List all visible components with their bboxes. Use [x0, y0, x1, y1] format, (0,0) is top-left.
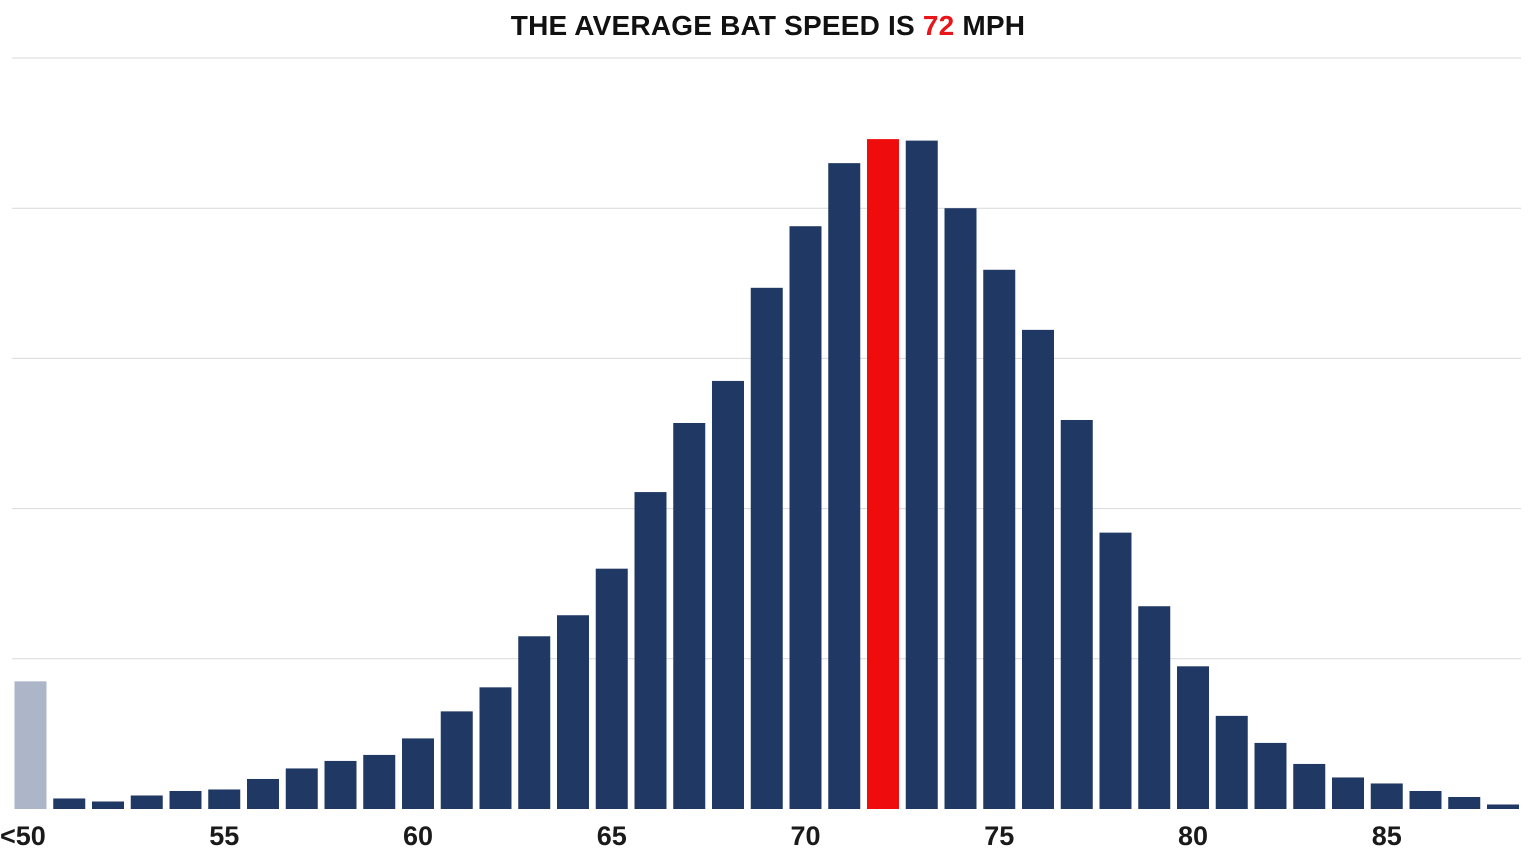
- x-tick-label: 85: [1372, 821, 1402, 851]
- bar-76: [1022, 329, 1054, 809]
- bar-83: [1293, 763, 1326, 809]
- bar-78: [1099, 532, 1132, 809]
- bar-57: [285, 768, 318, 809]
- title-suffix: MPH: [954, 10, 1026, 41]
- x-tick-label: 60: [403, 821, 433, 851]
- x-tick-label: 75: [984, 821, 1014, 851]
- bar-60: [402, 738, 434, 809]
- bar-58: [324, 760, 357, 809]
- bar-63: [518, 636, 551, 809]
- bar-53: [130, 795, 163, 809]
- bar-80: [1177, 666, 1209, 809]
- gridlines: [12, 57, 1521, 660]
- bar-85: [1370, 783, 1403, 809]
- bar-77: [1060, 419, 1093, 809]
- x-tick-labels: <50 55 60 65 70 75 80 85: [0, 821, 1402, 851]
- bar-52: [92, 801, 124, 809]
- bar-81: [1215, 715, 1248, 809]
- bar-62: [479, 687, 512, 809]
- title-highlight: 72: [922, 10, 955, 41]
- bar-86: [1409, 790, 1442, 809]
- bar-61: [440, 711, 473, 809]
- x-tick-label: 65: [597, 821, 627, 851]
- bar-84: [1332, 777, 1364, 809]
- bar-66: [634, 492, 667, 809]
- chart-title: THE AVERAGE BAT SPEED IS 72 MPH: [0, 10, 1536, 42]
- bars: [14, 139, 1519, 810]
- bar-55: [208, 789, 241, 809]
- bar-68: [712, 380, 744, 809]
- bar-73: [905, 140, 938, 810]
- bar-<50: [14, 681, 47, 809]
- bar-72: [867, 139, 899, 809]
- bar-82: [1254, 742, 1287, 809]
- bar-54: [169, 790, 202, 809]
- bar-67: [673, 422, 706, 809]
- bar-87: [1448, 796, 1481, 809]
- title-prefix: THE AVERAGE BAT SPEED IS: [510, 10, 923, 41]
- bar-56: [247, 778, 279, 809]
- bar-64: [557, 615, 589, 809]
- x-tick-label: 70: [790, 821, 820, 851]
- bar-51: [53, 798, 86, 809]
- bar-65: [595, 568, 628, 809]
- bar-88: [1487, 804, 1519, 809]
- bar-59: [363, 754, 396, 809]
- bar-71: [828, 163, 861, 809]
- bar-70: [789, 226, 822, 809]
- x-tick-label: 80: [1178, 821, 1208, 851]
- bar-74: [944, 208, 977, 809]
- x-tick-label: <50: [0, 821, 46, 851]
- bar-69: [750, 287, 783, 809]
- x-tick-label: 55: [209, 821, 239, 851]
- bar-79: [1138, 606, 1171, 809]
- bar-75: [983, 269, 1016, 810]
